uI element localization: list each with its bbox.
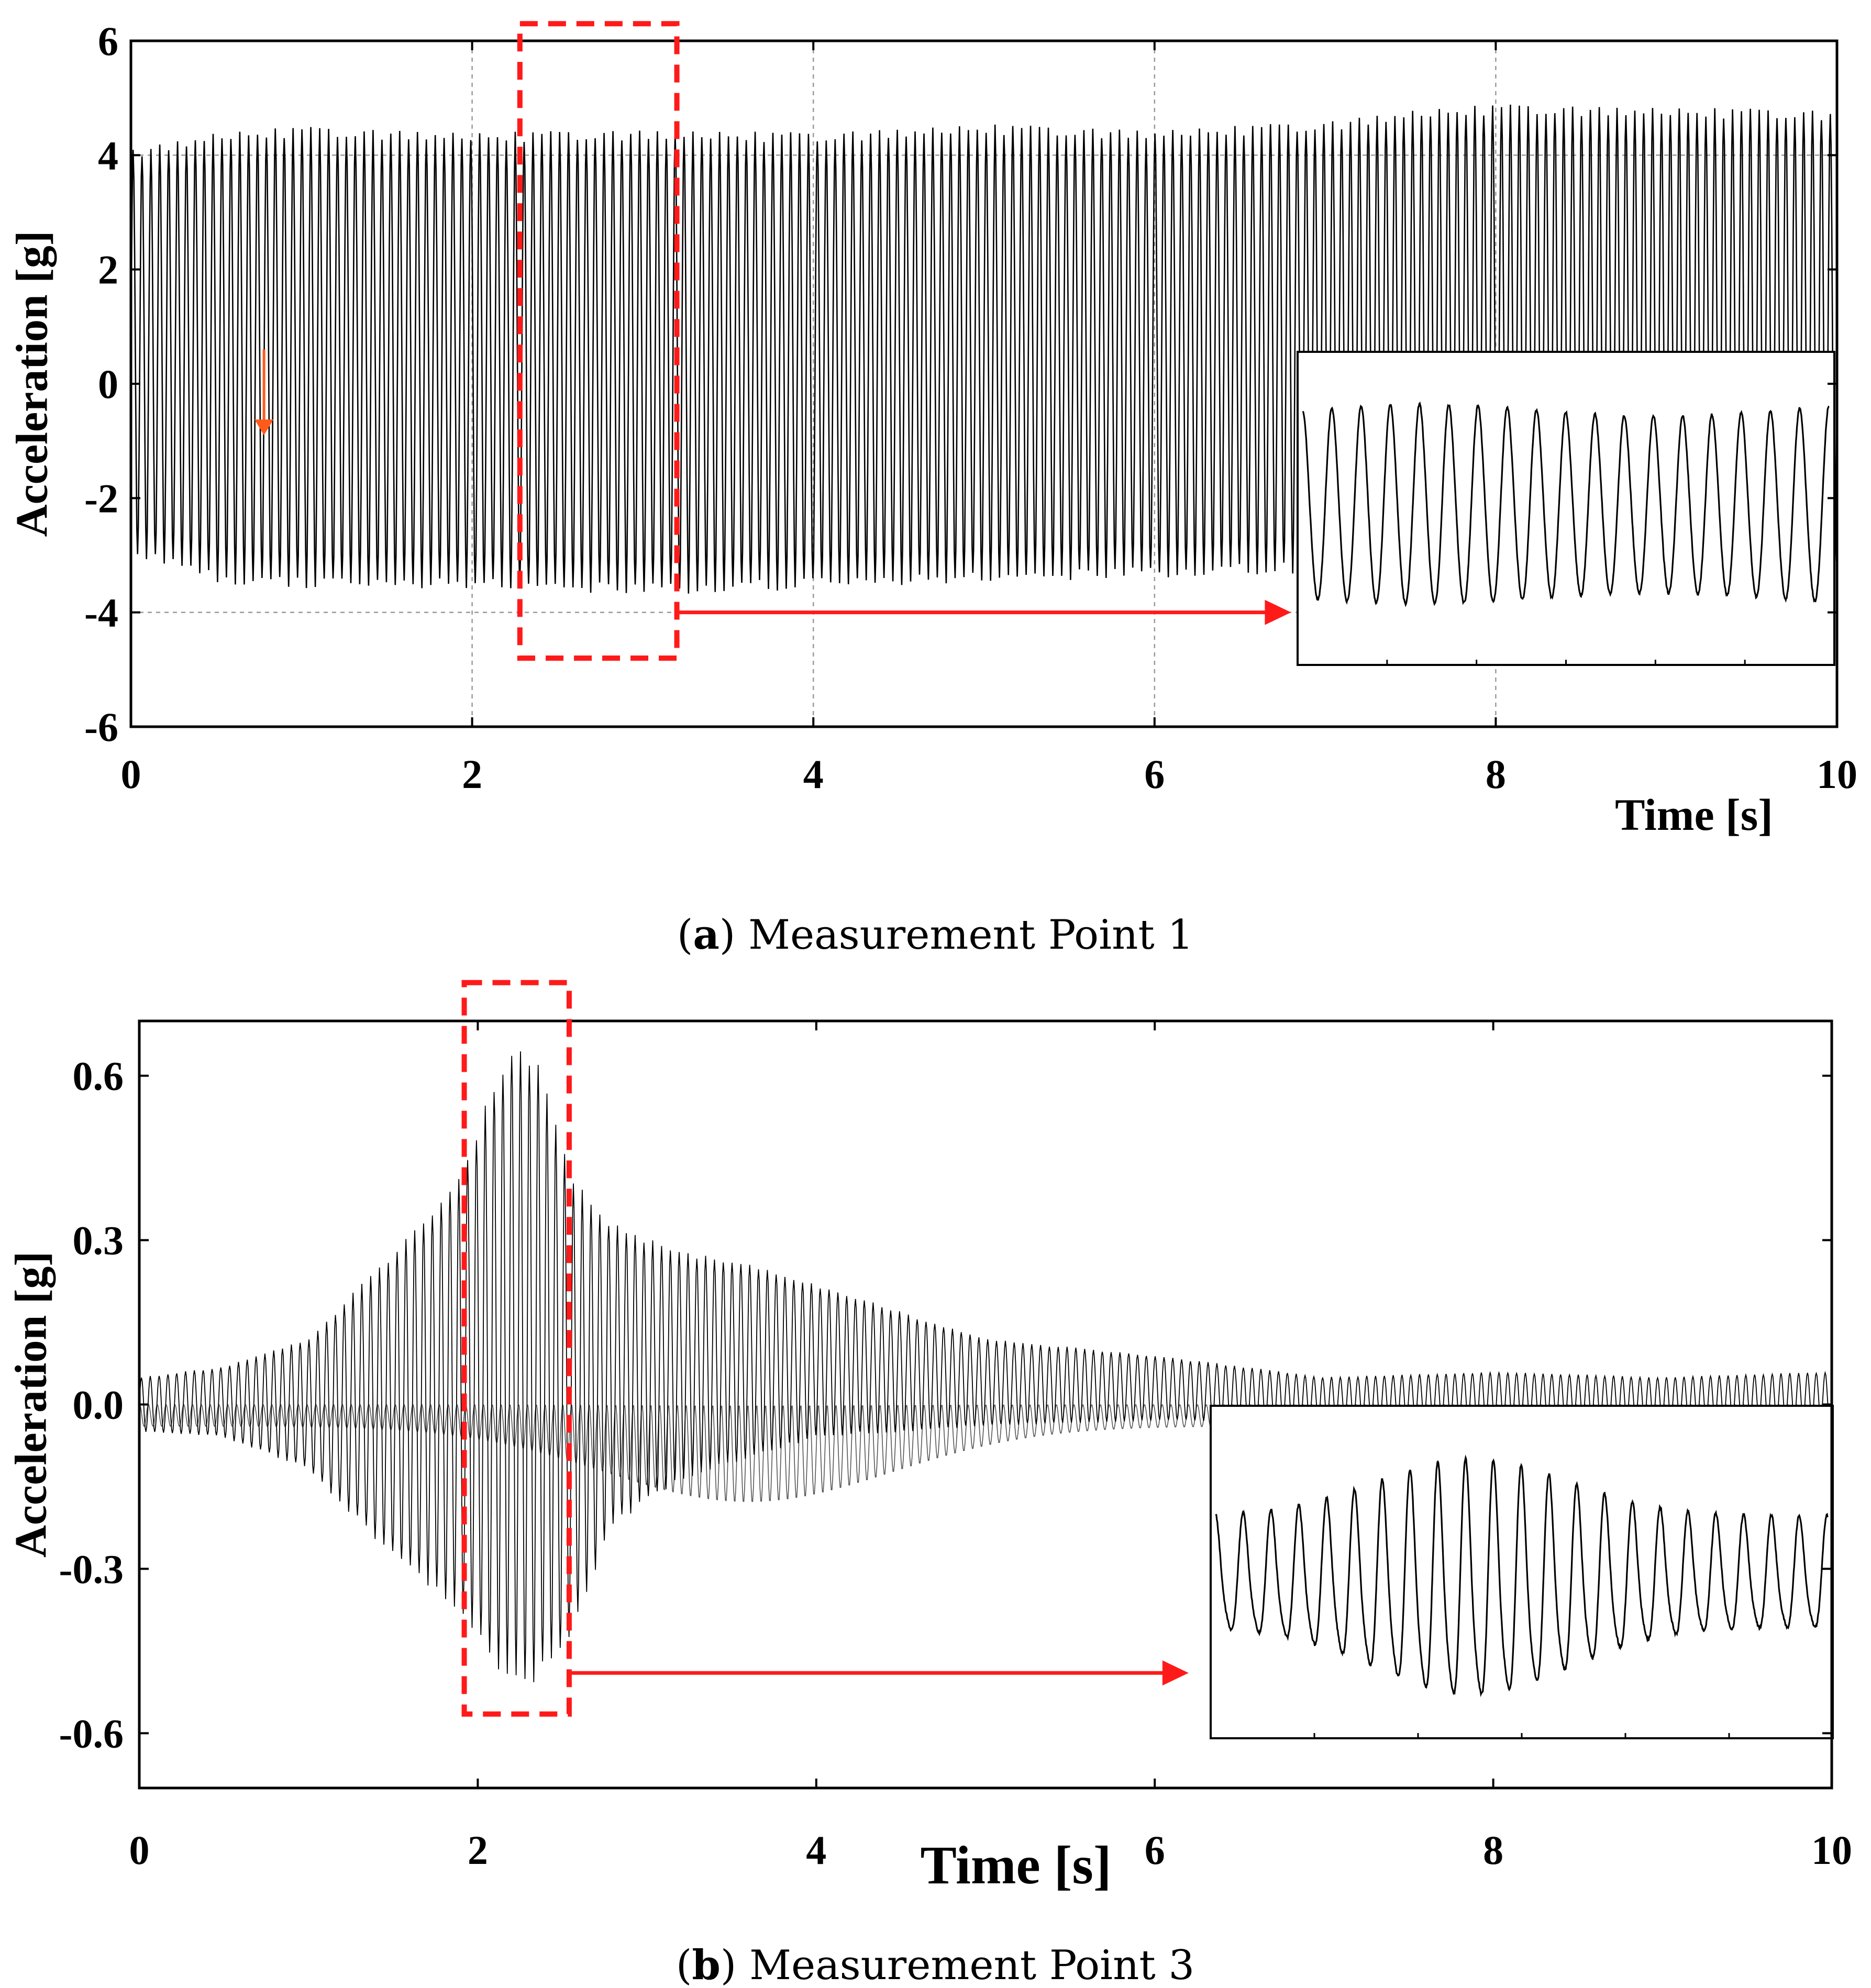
panel-b-caption-text: Measurement Point 3 xyxy=(749,1942,1194,1988)
panel-b-y-tick-label: -0.6 xyxy=(59,1711,124,1756)
panel-b-x-tick-label: 6 xyxy=(1145,1827,1165,1873)
panel-b-highlight-box xyxy=(461,980,572,1717)
panel-b-arrow-head xyxy=(1162,1660,1189,1686)
panel-a-annotations xyxy=(254,21,1291,661)
panel-a-x-axis-title: Time [s] xyxy=(1615,790,1773,840)
panel-a-y-tick-label: -4 xyxy=(84,590,118,636)
panel-a-y-tick-label: 6 xyxy=(98,18,118,64)
panel-a-x-tick-label: 4 xyxy=(803,751,824,797)
panel-a-y-tick-label: 4 xyxy=(98,132,118,178)
panel-b-inset-trace xyxy=(1215,1454,1829,1697)
panel-b-x-tick-label: 4 xyxy=(806,1827,826,1873)
panel-a-x-tick-label: 8 xyxy=(1486,751,1506,797)
panel-a-x-tick-label: 6 xyxy=(1144,751,1165,797)
panel-b: 0 2 4 6 8 10 -0.6 -0.3 0.0 0.3 0.6 Acceleration [g… xyxy=(6,980,1852,1988)
panel-b-y-axis-title: Acceleration [g] xyxy=(6,1251,56,1558)
panel-b-y-tick-label: 0.3 xyxy=(73,1218,124,1263)
panel-a-y-tick-label: 0 xyxy=(98,361,118,407)
panel-b-y-tick-label: 0.0 xyxy=(73,1382,124,1428)
panel-a-x-tick-label: 2 xyxy=(462,751,482,797)
panel-a-y-tick-label: -2 xyxy=(84,475,118,521)
panel-b-x-axis-title: Time [s] xyxy=(921,1835,1112,1895)
panel-b-x-tick-label: 8 xyxy=(1483,1827,1503,1873)
panel-a-ticks: 0 2 4 6 8 10 -6 -4 -2 0 2 4 6 xyxy=(84,18,1857,797)
panel-a-inset-frame xyxy=(1297,351,1835,666)
panel-a-arrow-head xyxy=(1265,599,1291,625)
panel-b-x-tick-label: 0 xyxy=(129,1827,150,1873)
panel-a-y-tick-label: 2 xyxy=(98,247,118,293)
panel-b-signal-trace xyxy=(139,1051,1832,1682)
panel-b-x-tick-label: 2 xyxy=(468,1827,488,1873)
panel-b-annotations xyxy=(461,980,1189,1717)
panel-b-caption: (b) Measurement Point 3 xyxy=(676,1941,1194,1988)
panel-a-caption: (a) Measurement Point 1 xyxy=(677,911,1193,959)
panel-a-inset-trace xyxy=(1302,401,1830,607)
panel-a-signal xyxy=(130,104,1838,594)
panel-b-inset xyxy=(1210,1405,1834,1739)
panel-a-inset xyxy=(1297,351,1835,666)
panel-b-ticks: 0 2 4 6 8 10 -0.6 -0.3 0.0 0.3 0.6 xyxy=(59,1021,1852,1873)
panel-b-inset-frame xyxy=(1210,1405,1834,1739)
panel-a-y-tick-label: -6 xyxy=(84,704,118,750)
panel-b-y-tick-label: 0.6 xyxy=(73,1053,124,1099)
panel-b-caption-label: b xyxy=(692,1941,721,1988)
panel-a-x-tick-label: 10 xyxy=(1817,751,1857,797)
panel-a-small-arrow-head xyxy=(254,419,274,436)
panel-a-y-axis-title: Acceleration [g] xyxy=(7,231,57,537)
panel-a-caption-text: Measurement Point 1 xyxy=(748,912,1193,959)
panel-a-caption-label: a xyxy=(693,911,719,959)
panel-b-x-tick-label: 10 xyxy=(1811,1827,1852,1873)
panel-a-signal-trace xyxy=(130,104,1838,594)
panel-b-y-tick-label: -0.3 xyxy=(59,1546,124,1592)
panel-a-x-tick-label: 0 xyxy=(121,751,141,797)
panel-a: 0 2 4 6 8 10 -6 -4 -2 0 2 4 6 Acceleration [g] Time … xyxy=(7,18,1857,959)
